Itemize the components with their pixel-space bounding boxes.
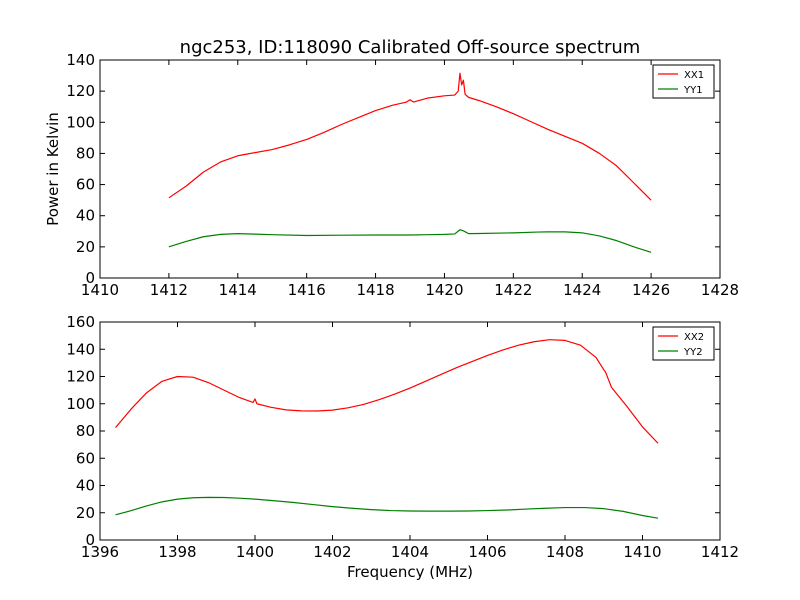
top-y-tick-label: 60 bbox=[76, 176, 95, 194]
top-y-tick-label: 80 bbox=[76, 144, 95, 162]
top-y-tick-label: 100 bbox=[66, 113, 95, 131]
bottom-x-tick-label: 1396 bbox=[81, 543, 119, 561]
top-spectrum-plot: 1410 1412 1414 1416 1418 1420 1422 1424 1426 1428… bbox=[66, 51, 739, 299]
bottom-spectrum-plot: 1396 1398 1400 1402 1404 1406 1408 1410 1412 0 20 4… bbox=[66, 313, 739, 561]
top-y-tick-label: 40 bbox=[76, 207, 95, 225]
top-legend-label-yy1: YY1 bbox=[683, 85, 703, 96]
top-x-tick-label: 1420 bbox=[425, 281, 463, 299]
bottom-series-line-xx2 bbox=[115, 339, 659, 444]
top-x-tick-label: 1418 bbox=[356, 281, 394, 299]
bottom-y-tick-label: 40 bbox=[76, 477, 95, 495]
x-axis-label: Frequency (MHz) bbox=[347, 563, 473, 581]
bottom-legend-box bbox=[652, 326, 715, 361]
bottom-legend-label-yy2: YY2 bbox=[683, 347, 703, 358]
top-x-tick-label: 1414 bbox=[219, 281, 257, 299]
bottom-x-tick-label: 1410 bbox=[623, 543, 661, 561]
bottom-y-tick-label: 120 bbox=[66, 368, 95, 386]
bottom-x-tick-label: 1408 bbox=[546, 543, 584, 561]
top-x-tick-label: 1416 bbox=[288, 281, 326, 299]
bottom-x-tick-label: 1406 bbox=[468, 543, 506, 561]
top-legend-label-xx1: XX1 bbox=[684, 70, 704, 81]
chart-title: ngc253, ID:118090 Calibrated Off-source … bbox=[180, 37, 641, 58]
bottom-x-tick-label: 1412 bbox=[701, 543, 739, 561]
bottom-x-tick-label: 1402 bbox=[313, 543, 351, 561]
top-axes-frame bbox=[99, 59, 721, 279]
top-x-tick-label: 1428 bbox=[701, 281, 739, 299]
top-series-line-yy1 bbox=[168, 229, 652, 253]
bottom-legend-label-xx2: XX2 bbox=[684, 332, 704, 343]
bottom-y-tick-label: 160 bbox=[66, 313, 95, 331]
bottom-y-tick-label: 140 bbox=[66, 340, 95, 358]
top-legend-box bbox=[652, 64, 715, 99]
bottom-y-tick-label: 60 bbox=[76, 449, 95, 467]
top-x-tick-label: 1426 bbox=[632, 281, 670, 299]
top-y-tick-label: 20 bbox=[76, 238, 95, 256]
bottom-y-tick-label: 100 bbox=[66, 395, 95, 413]
top-y-tick-label: 140 bbox=[66, 51, 95, 69]
bottom-x-tick-label: 1398 bbox=[158, 543, 196, 561]
bottom-y-tick-label: 80 bbox=[76, 422, 95, 440]
top-x-tick-label: 1412 bbox=[150, 281, 188, 299]
top-y-tick-label: 0 bbox=[85, 269, 95, 287]
top-x-tick-label: 1424 bbox=[563, 281, 601, 299]
bottom-x-tick-label: 1404 bbox=[391, 543, 429, 561]
top-series-line-xx1 bbox=[168, 72, 652, 201]
bottom-y-tick-label: 20 bbox=[76, 504, 95, 522]
y-axis-label: Power in Kelvin bbox=[44, 112, 62, 226]
bottom-x-tick-label: 1400 bbox=[236, 543, 274, 561]
top-x-tick-label: 1422 bbox=[494, 281, 532, 299]
top-y-tick-label: 120 bbox=[66, 82, 95, 100]
bottom-series-line-yy2 bbox=[115, 496, 659, 519]
bottom-y-tick-label: 0 bbox=[85, 531, 95, 549]
top-x-tick-label: 1410 bbox=[81, 281, 119, 299]
